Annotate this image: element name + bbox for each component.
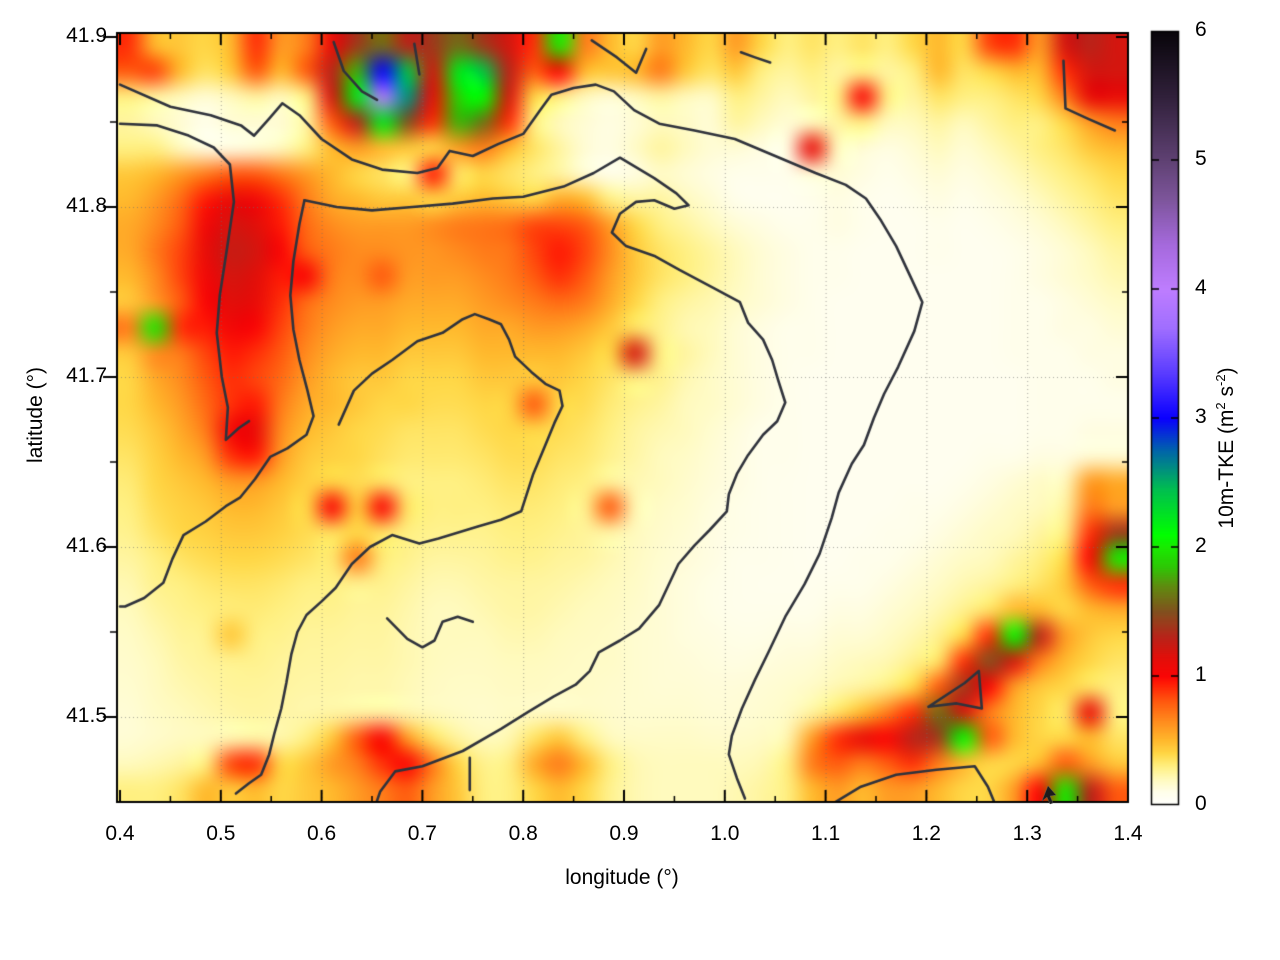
y-axis-label: latitude (°)	[24, 367, 47, 463]
x-tick-label: 0.8	[508, 822, 538, 845]
x-tick-label: 0.5	[206, 822, 236, 845]
colorbar-tick-label: 0	[1195, 792, 1207, 815]
x-axis-label: longitude (°)	[565, 866, 679, 889]
colorbar-tick-label: 1	[1195, 663, 1207, 686]
x-tick-label: 0.4	[105, 822, 135, 845]
x-tick-label: 0.7	[407, 822, 437, 845]
colorbar-tick-label: 2	[1195, 534, 1207, 557]
colorbar-tick-label: 4	[1195, 276, 1207, 299]
x-tick-label: 1.4	[1113, 822, 1143, 845]
y-tick-label: 41.7	[66, 364, 107, 387]
x-tick-label: 1.1	[810, 822, 841, 845]
y-tick-label: 41.5	[66, 704, 107, 727]
y-tick-label: 41.8	[66, 194, 107, 217]
y-tick-label: 41.9	[66, 24, 107, 47]
y-tick-label: 41.6	[66, 534, 107, 557]
x-tick-label: 1.3	[1012, 822, 1042, 845]
colorbar-tick-label: 6	[1195, 18, 1207, 41]
colorbar-tick-label: 5	[1195, 147, 1207, 170]
x-tick-label: 0.9	[609, 822, 639, 845]
x-tick-label: 0.6	[306, 822, 337, 845]
colorbar-tick-label: 3	[1195, 405, 1207, 428]
x-tick-label: 1.2	[911, 822, 941, 845]
colorbar-label: 10m-TKE (m2 s-2)	[1213, 367, 1238, 529]
x-tick-label: 1.0	[710, 822, 740, 845]
